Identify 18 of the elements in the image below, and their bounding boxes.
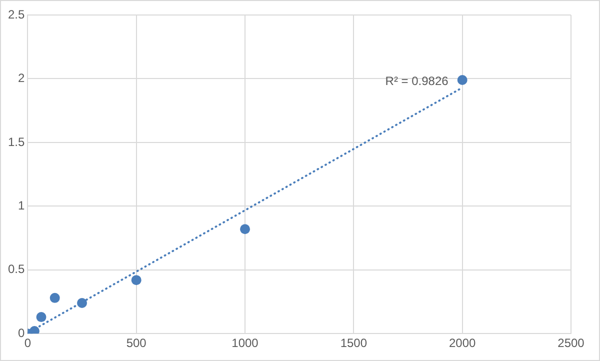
x-tick-label: 2000 xyxy=(448,336,476,350)
x-tick-label: 2500 xyxy=(558,336,585,350)
point xyxy=(457,74,468,85)
y-tick-label: 1 xyxy=(18,198,25,212)
point xyxy=(131,275,142,286)
point xyxy=(50,292,60,303)
annotation: R² = 0.9826 xyxy=(385,74,449,88)
y-tick-label: 0 xyxy=(18,326,25,340)
point xyxy=(240,224,250,234)
point xyxy=(77,298,88,308)
x-tick-label: 500 xyxy=(126,336,147,350)
x-tick-label: 1500 xyxy=(340,336,368,350)
point xyxy=(36,312,46,322)
y-tick-label: 2.5 xyxy=(8,7,25,22)
y-tick-label: 1.5 xyxy=(8,134,25,149)
y-tick-label: 2 xyxy=(18,71,25,86)
y-tick-label: 0.5 xyxy=(8,262,25,276)
x-tick-label: 1000 xyxy=(232,336,259,350)
